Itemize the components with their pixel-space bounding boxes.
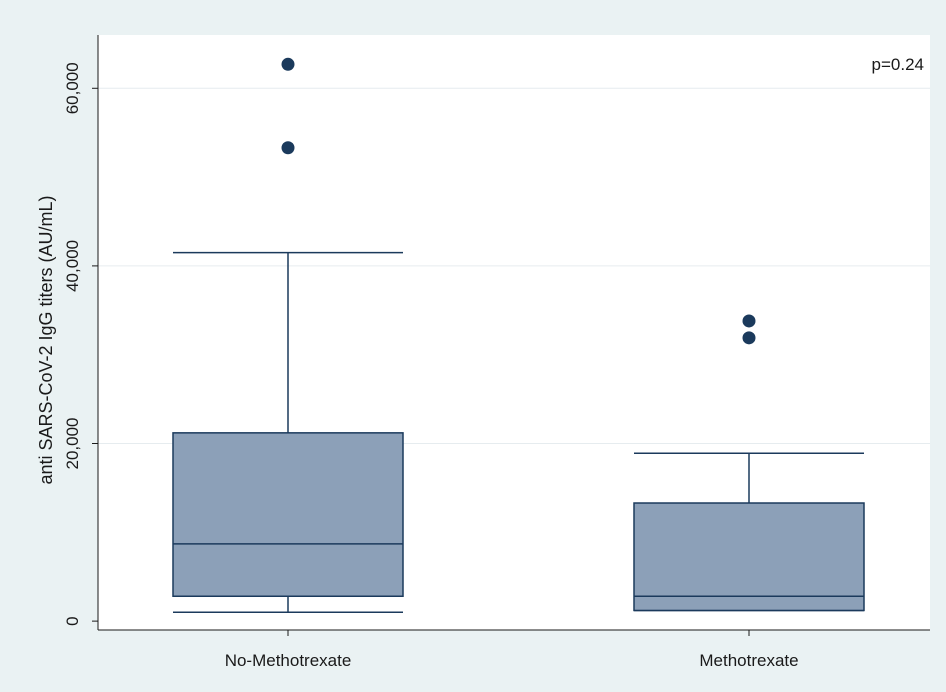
y-tick-label: 0 [63, 616, 82, 625]
outlier-point [281, 141, 295, 155]
boxes [172, 57, 865, 613]
x-ticks: No-Methotrexate Methotrexate [225, 630, 799, 670]
outlier-point [281, 57, 295, 71]
box-group [172, 57, 404, 613]
x-tick-label: Methotrexate [699, 651, 798, 670]
iqr-box [172, 432, 404, 598]
y-axis-title: anti SARS-CoV-2 IgG titers (AU/mL) [36, 195, 56, 484]
y-ticks: 0 20,000 40,000 60,000 [63, 62, 98, 626]
y-tick-label: 20,000 [63, 418, 82, 470]
axes [97, 35, 930, 631]
y-tick-label: 40,000 [63, 240, 82, 292]
outlier-point [742, 331, 756, 345]
outlier-point [742, 314, 756, 328]
box-group [633, 314, 865, 612]
y-tick-label: 60,000 [63, 62, 82, 114]
iqr-box [633, 502, 865, 612]
p-value-annotation: p=0.24 [872, 55, 924, 74]
x-tick-label: No-Methotrexate [225, 651, 352, 670]
